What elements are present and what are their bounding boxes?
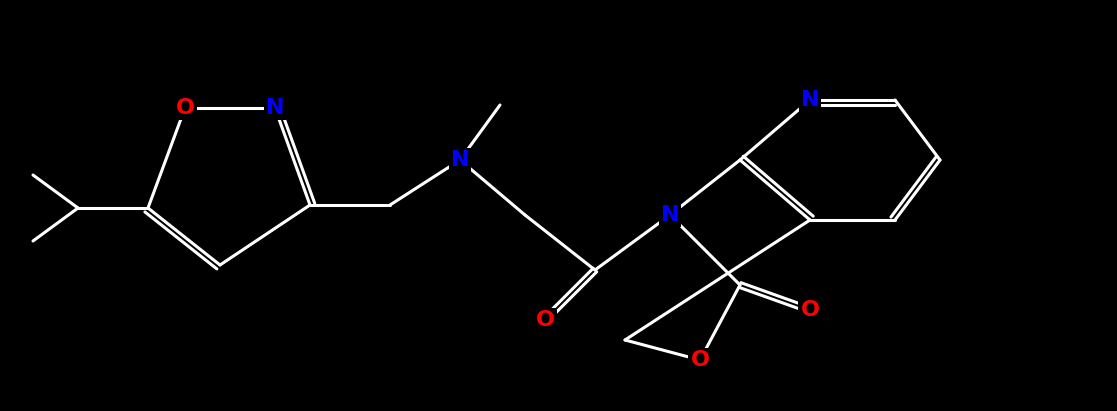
Text: N: N xyxy=(266,98,284,118)
Text: O: O xyxy=(175,98,194,118)
Text: O: O xyxy=(535,310,554,330)
Text: N: N xyxy=(451,150,469,170)
Text: O: O xyxy=(690,350,709,370)
Text: N: N xyxy=(661,205,679,225)
Text: N: N xyxy=(801,90,819,110)
Text: O: O xyxy=(801,300,820,320)
